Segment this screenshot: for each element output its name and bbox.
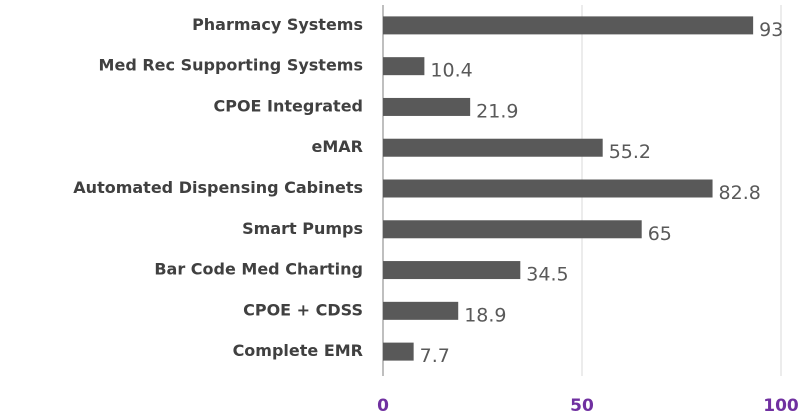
value-label: 93 [759,19,783,41]
y-tick-label: CPOE + CDSS [243,300,363,319]
x-tick-label: 100 [763,396,799,416]
bar [383,220,642,239]
y-tick-label: Pharmacy Systems [192,15,363,34]
value-label: 18.9 [464,304,506,326]
bar [383,57,425,76]
bar [383,301,459,320]
value-label: 65 [648,223,672,245]
bar [383,342,414,361]
x-tick-label: 0 [377,396,389,416]
value-label: 82.8 [719,182,761,204]
y-tick-label: Bar Code Med Charting [154,260,363,279]
value-label: 55.2 [609,141,651,163]
y-tick-label: eMAR [312,137,363,156]
bar [383,97,471,116]
value-label: 21.9 [476,100,518,122]
bar [383,138,603,157]
bar [383,261,521,280]
value-label: 7.7 [420,345,450,367]
value-label: 10.4 [430,60,472,82]
x-tick-label: 50 [570,396,594,416]
bar [383,16,754,35]
y-tick-label: CPOE Integrated [213,96,363,115]
value-label: 34.5 [526,264,568,286]
y-tick-label: Smart Pumps [242,219,363,238]
y-tick-label: Med Rec Supporting Systems [99,56,363,75]
y-tick-label: Complete EMR [233,341,363,360]
y-tick-label: Automated Dispensing Cabinets [73,178,363,197]
bar [383,179,713,198]
